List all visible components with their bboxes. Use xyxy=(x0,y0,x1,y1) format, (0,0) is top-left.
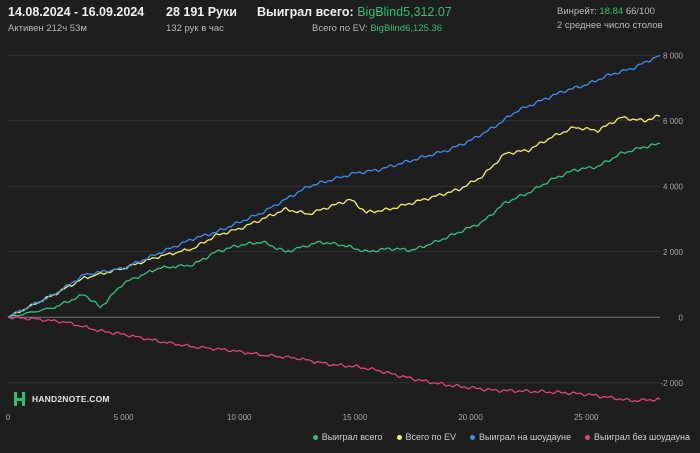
y-axis-labels: 8 000 6 000 4 000 2 000 0 -2 000 xyxy=(660,51,683,388)
won-line xyxy=(7,142,661,318)
chart-series xyxy=(7,54,661,403)
y-tick-label: -2 000 xyxy=(660,379,683,388)
total-ev: Всего по EV: BigBlind6,125.36 xyxy=(312,23,442,34)
legend-item-showdown[interactable]: Выиграл на шоудауне xyxy=(470,432,571,442)
legend-item-won[interactable]: Выиграл всего xyxy=(312,432,383,442)
legend-label-ev: Всего по EV xyxy=(405,432,457,442)
hands-count: 28 191 Руки xyxy=(166,5,237,19)
active-time: Активен 212ч 53м xyxy=(8,23,87,34)
date-range: 14.08.2024 - 16.09.2024 xyxy=(8,5,145,19)
y-tick-label: 8 000 xyxy=(663,51,684,60)
legend-dot-showdown xyxy=(470,434,476,440)
legend-label-nonshowdown: Выиграл без шоудауна xyxy=(594,432,690,442)
legend-dot-nonshowdown xyxy=(585,434,590,440)
total-ev-label: Всего по EV: xyxy=(312,23,368,34)
total-won-label: Выиграл всего: xyxy=(257,5,354,19)
hands-per-hour: 132 рук в час xyxy=(166,23,224,34)
legend-item-nonshowdown[interactable]: Выиграл без шоудауна xyxy=(585,432,690,442)
y-tick-label: 0 xyxy=(679,313,684,322)
x-axis-labels: 0 5 000 10 000 15 000 20 000 25 000 xyxy=(6,413,599,422)
total-ev-value: BigBlind6,125.36 xyxy=(370,23,443,34)
total-won-value: BigBlind5,312.07 xyxy=(357,5,452,19)
winrate-value: 18.84 xyxy=(599,6,624,17)
y-tick-label: 6 000 xyxy=(663,117,684,126)
ev-line xyxy=(7,114,661,318)
avg-tables: 2 среднее число столов xyxy=(557,20,663,31)
profit-graph: 0 5 000 10 000 15 000 20 000 25 000 8 000 6 00… xyxy=(0,42,700,448)
y-tick-label: 2 000 xyxy=(663,248,684,257)
hand2note-logo: HAND2NOTE.COM xyxy=(14,392,110,406)
legend-label-won: Выиграл всего xyxy=(321,432,383,442)
x-tick-label: 25 000 xyxy=(574,413,599,422)
profit-chart: 0 5 000 10 000 15 000 20 000 25 000 8 000 6 00… xyxy=(6,51,684,422)
stats-header: 14.08.2024 - 16.09.2024 Активен 212ч 53м… xyxy=(0,0,700,40)
x-tick-label: 0 xyxy=(6,413,11,422)
hand2note-logo-icon xyxy=(14,392,26,406)
legend-dot-won xyxy=(312,434,318,440)
chart-legend: Выиграл всего Всего по EV Выиграл на шоу… xyxy=(312,432,690,442)
x-tick-label: 15 000 xyxy=(343,413,368,422)
showdown-line xyxy=(7,54,661,318)
y-tick-label: 4 000 xyxy=(663,182,684,191)
winrate-suffix: 66/100 xyxy=(625,6,655,17)
x-tick-label: 10 000 xyxy=(227,413,252,422)
hand2note-logo-text: HAND2NOTE.COM xyxy=(32,394,110,404)
total-won: Выиграл всего: BigBlind5,312.07 xyxy=(257,5,452,19)
x-tick-label: 5 000 xyxy=(114,413,135,422)
winrate-label: Винрейт: xyxy=(557,6,597,17)
legend-dot-ev xyxy=(396,434,402,440)
legend-item-ev[interactable]: Всего по EV xyxy=(396,432,457,442)
nonshowdown-line xyxy=(7,315,661,403)
x-tick-label: 20 000 xyxy=(458,413,483,422)
chart-grid xyxy=(8,54,660,384)
winrate: Винрейт: 18.84 66/100 xyxy=(557,6,655,17)
legend-label-showdown: Выиграл на шоудауне xyxy=(479,432,571,442)
